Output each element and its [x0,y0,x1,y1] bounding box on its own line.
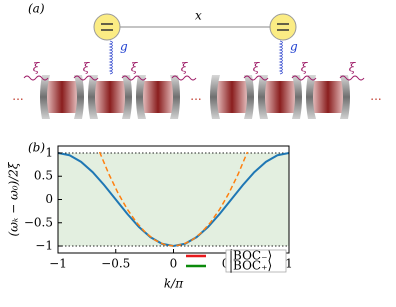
mirror [122,75,132,119]
cavity-field [264,81,296,113]
chart: (b)−1−0.500.51−1−0.500.51k/π(ωₖ − ω₀)/2ξ… [7,141,293,291]
x-tick-label: 1 [285,257,293,271]
ellipsis: ··· [370,93,381,107]
mirror [40,75,50,119]
qubit [269,13,297,41]
cavity-field [46,81,78,113]
y-axis-label: (ωₖ − ω₀)/2ξ [7,161,21,236]
mirror [258,75,268,119]
y-tick-label: 1 [45,145,53,159]
hopping-wiggle [23,75,49,81]
hopping-label: ξ [33,61,41,75]
hopping-label: ξ [349,61,357,75]
x-tick-label: −1 [49,257,67,271]
ellipsis: ··· [12,93,23,107]
distance-label: x [195,9,202,23]
mirror [292,75,302,119]
y-tick-label: −0.5 [24,215,53,229]
hopping-wiggle [171,75,197,81]
ellipsis: ··· [190,93,201,107]
hopping-wiggle [73,75,99,81]
cavity-field [94,81,126,113]
cavity-field [312,81,344,113]
x-tick-label: 0 [170,257,178,271]
mirror [88,75,98,119]
hopping-label: ξ [181,61,189,75]
series-line [58,151,289,248]
qubit [93,13,121,41]
hopping-label: ξ [253,61,261,75]
hopping-label: ξ [131,61,139,75]
cavity-array: ··· ··· ···ξ ξ ξ ξ ξ ξ ξg g [12,40,382,119]
mirror [340,75,350,119]
y-tick-label: −1 [35,239,53,253]
hopping-wiggle [339,75,365,81]
mirror [244,75,254,119]
mirror [74,75,84,119]
x-axis-label: k/π [164,277,184,291]
coupling-wave [108,40,113,75]
legend-label: |BOC₊⟩ [229,259,272,273]
coupling-label: g [290,40,298,54]
panel-label: (b) [28,141,45,155]
hopping-label: ξ [83,61,91,75]
y-tick-label: 0 [45,192,53,206]
hopping-wiggle [291,75,317,81]
x-tick-label: −0.5 [101,257,130,271]
y-tick-label: 0.5 [34,169,53,183]
hopping-wiggle [243,75,269,81]
mirror [306,75,316,119]
cavity-field [142,81,174,113]
hopping-wiggle [121,75,147,81]
band [58,152,289,247]
series-line [98,151,249,247]
hopping-label: ξ [301,61,309,75]
mirror [136,75,146,119]
mirror [210,75,220,119]
mirror [170,75,180,119]
coupling-label: g [120,40,128,54]
panel-label: (a) [28,2,45,16]
legend-box [225,249,287,273]
coupling-wave [278,40,283,75]
legend-label: |BOC₋⟩ [229,249,272,263]
qubits [93,13,297,41]
cavity-field [216,81,248,113]
